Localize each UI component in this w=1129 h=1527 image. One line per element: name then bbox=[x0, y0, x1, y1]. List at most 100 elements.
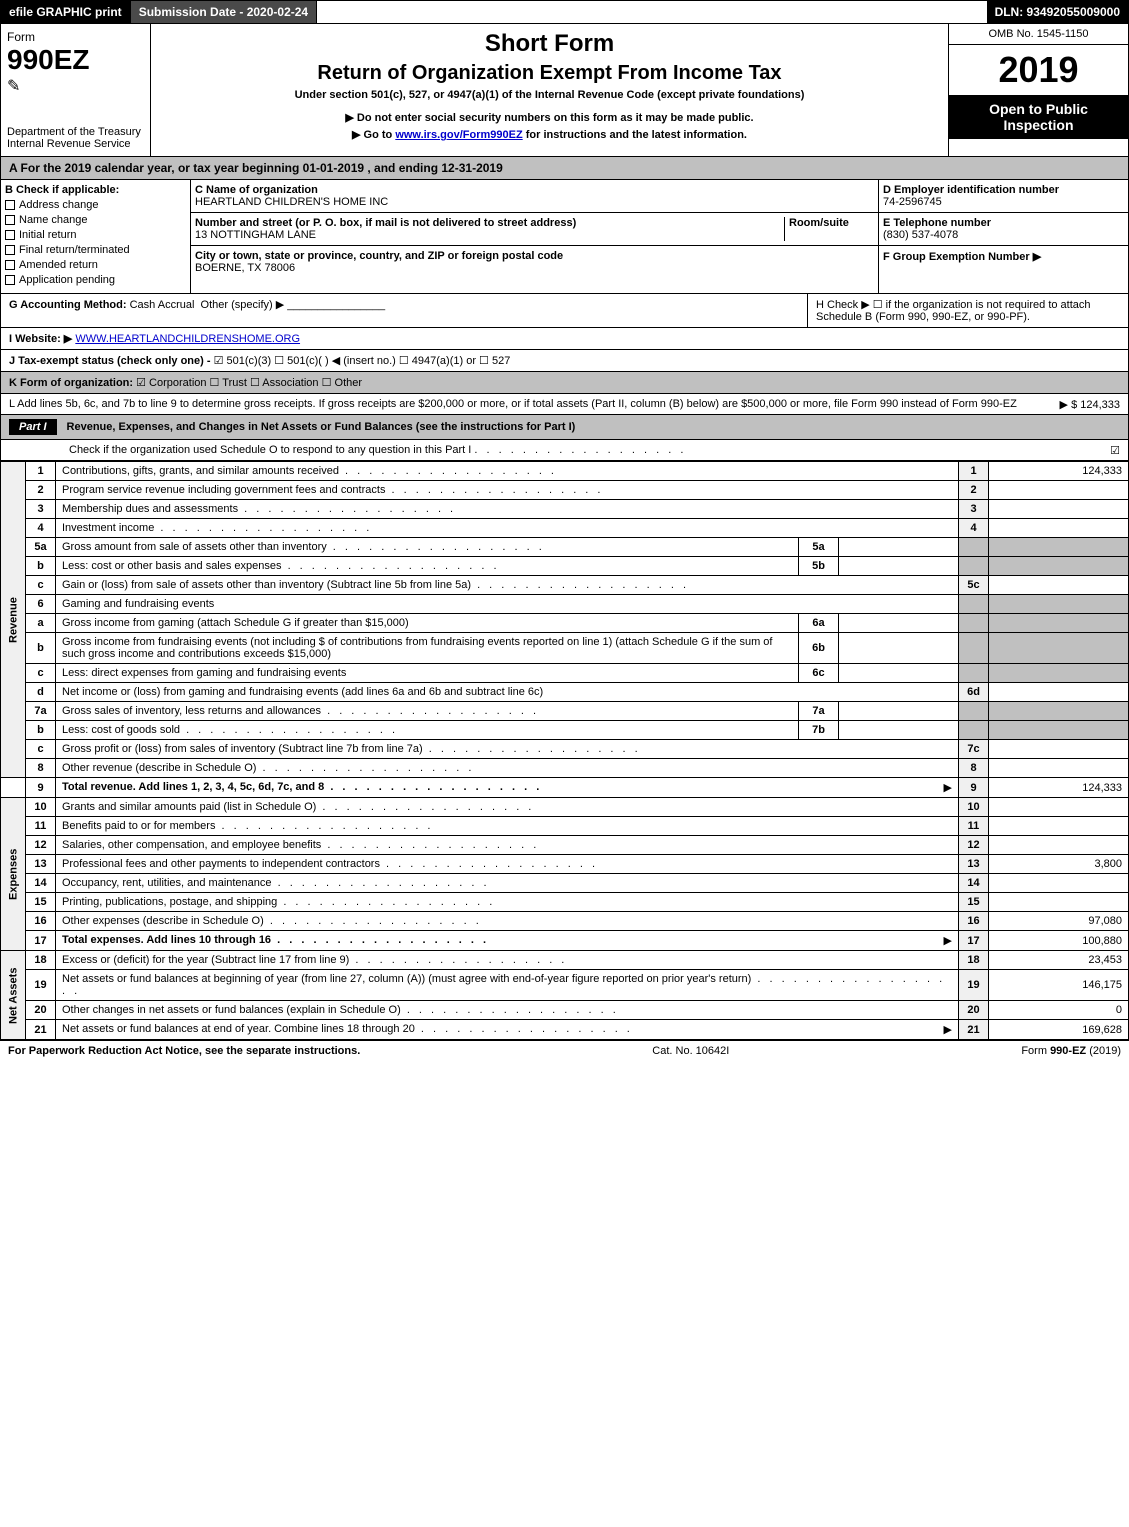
form-number: 990EZ bbox=[7, 44, 144, 76]
line-6b-mid: 6b bbox=[799, 633, 839, 664]
line-2-ref: 2 bbox=[959, 481, 989, 500]
note-goto: ▶ Go to www.irs.gov/Form990EZ for instru… bbox=[157, 128, 942, 141]
line-12-num: 12 bbox=[26, 836, 56, 855]
line-15-ref: 15 bbox=[959, 893, 989, 912]
line-4-amount bbox=[989, 519, 1129, 538]
line-5b-mid: 5b bbox=[799, 557, 839, 576]
line-5a-greyamt bbox=[989, 538, 1129, 557]
line-19-ref: 19 bbox=[959, 970, 989, 1001]
line-6c-text: Less: direct expenses from gaming and fu… bbox=[56, 664, 799, 683]
line-9-num: 9 bbox=[26, 778, 56, 798]
header-right: OMB No. 1545-1150 2019 Open to Public In… bbox=[948, 24, 1128, 156]
org-city: BOERNE, TX 78006 bbox=[195, 262, 295, 274]
line-9-amount: 124,333 bbox=[989, 778, 1129, 798]
page-footer: For Paperwork Reduction Act Notice, see … bbox=[0, 1040, 1129, 1061]
section-l: L Add lines 5b, 6c, and 7b to line 9 to … bbox=[0, 394, 1129, 415]
section-i: I Website: ▶ WWW.HEARTLANDCHILDRENSHOME.… bbox=[0, 328, 1129, 350]
chk-amended-return[interactable]: Amended return bbox=[5, 259, 186, 271]
line-6-greyref bbox=[959, 595, 989, 614]
section-k: K Form of organization: ☑ Corporation ☐ … bbox=[0, 372, 1129, 394]
line-20-text: Other changes in net assets or fund bala… bbox=[56, 1001, 959, 1020]
section-h: H Check ▶ ☐ if the organization is not r… bbox=[808, 294, 1128, 327]
chk-final-return[interactable]: Final return/terminated bbox=[5, 244, 186, 256]
part1-check-text: Check if the organization used Schedule … bbox=[9, 444, 471, 456]
line-5c-ref: 5c bbox=[959, 576, 989, 595]
line-6d-num: d bbox=[26, 683, 56, 702]
section-j: J Tax-exempt status (check only one) - ☑… bbox=[0, 350, 1129, 372]
line-19-num: 19 bbox=[26, 970, 56, 1001]
open-to-public: Open to Public Inspection bbox=[949, 95, 1128, 139]
efile-label[interactable]: efile GRAPHIC print bbox=[1, 1, 131, 23]
label-city: City or town, state or province, country… bbox=[195, 250, 563, 262]
line-6-num: 6 bbox=[26, 595, 56, 614]
tax-exempt-options: ☑ 501(c)(3) ☐ 501(c)( ) ◀ (insert no.) ☐… bbox=[214, 355, 511, 367]
website-link[interactable]: WWW.HEARTLANDCHILDRENSHOME.ORG bbox=[75, 333, 300, 345]
line-19-amount: 146,175 bbox=[989, 970, 1129, 1001]
line-7c-text: Gross profit or (loss) from sales of inv… bbox=[56, 740, 959, 759]
line-18-text: Excess or (deficit) for the year (Subtra… bbox=[56, 951, 959, 970]
part1-check-mark: ☑ bbox=[1110, 444, 1120, 457]
line-10-text: Grants and similar amounts paid (list in… bbox=[56, 798, 959, 817]
line-7b-midamt bbox=[839, 721, 959, 740]
line-20-amount: 0 bbox=[989, 1001, 1129, 1020]
line-7a-greyamt bbox=[989, 702, 1129, 721]
line-2-amount bbox=[989, 481, 1129, 500]
header-left: Form 990EZ ✎ Department of the Treasury … bbox=[1, 24, 151, 156]
line-16-text: Other expenses (describe in Schedule O) bbox=[56, 912, 959, 931]
chk-application-pending[interactable]: Application pending bbox=[5, 274, 186, 286]
label-group-exemption: F Group Exemption Number ▶ bbox=[883, 251, 1041, 263]
chk-address-change[interactable]: Address change bbox=[5, 199, 186, 211]
line-a-period: A For the 2019 calendar year, or tax yea… bbox=[0, 157, 1129, 180]
line-16-amount: 97,080 bbox=[989, 912, 1129, 931]
line-4-ref: 4 bbox=[959, 519, 989, 538]
line-11-num: 11 bbox=[26, 817, 56, 836]
footer-right: Form 990-EZ (2019) bbox=[1021, 1045, 1121, 1057]
chk-name-change[interactable]: Name change bbox=[5, 214, 186, 226]
label-form-of-org: K Form of organization: bbox=[9, 377, 133, 389]
line-6b-text: Gross income from fundraising events (no… bbox=[56, 633, 799, 664]
line-15-num: 15 bbox=[26, 893, 56, 912]
line-12-text: Salaries, other compensation, and employ… bbox=[56, 836, 959, 855]
chk-initial-return[interactable]: Initial return bbox=[5, 229, 186, 241]
footer-center: Cat. No. 10642I bbox=[652, 1045, 729, 1057]
line-14-num: 14 bbox=[26, 874, 56, 893]
line-1-amount: 124,333 bbox=[989, 462, 1129, 481]
line-7a-greyref bbox=[959, 702, 989, 721]
line-19-text: Net assets or fund balances at beginning… bbox=[56, 970, 959, 1001]
line-5b-midamt bbox=[839, 557, 959, 576]
phone-value: (830) 537-4078 bbox=[883, 229, 958, 241]
line-18-amount: 23,453 bbox=[989, 951, 1129, 970]
line-17-num: 17 bbox=[26, 931, 56, 951]
line-8-ref: 8 bbox=[959, 759, 989, 778]
line-13-text: Professional fees and other payments to … bbox=[56, 855, 959, 874]
line-6a-text: Gross income from gaming (attach Schedul… bbox=[56, 614, 799, 633]
line-20-num: 20 bbox=[26, 1001, 56, 1020]
line-7c-ref: 7c bbox=[959, 740, 989, 759]
line-7a-midamt bbox=[839, 702, 959, 721]
org-name: HEARTLAND CHILDREN'S HOME INC bbox=[195, 196, 388, 208]
line-6a-greyamt bbox=[989, 614, 1129, 633]
line-8-num: 8 bbox=[26, 759, 56, 778]
label-address: Number and street (or P. O. box, if mail… bbox=[195, 217, 576, 229]
line-5b-greyref bbox=[959, 557, 989, 576]
form-header: Form 990EZ ✎ Department of the Treasury … bbox=[0, 24, 1129, 157]
line-5a-text: Gross amount from sale of assets other t… bbox=[56, 538, 799, 557]
line-13-amount: 3,800 bbox=[989, 855, 1129, 874]
line-7c-amount bbox=[989, 740, 1129, 759]
irs-link[interactable]: www.irs.gov/Form990EZ bbox=[395, 129, 522, 141]
line-7b-num: b bbox=[26, 721, 56, 740]
line-5a-num: 5a bbox=[26, 538, 56, 557]
line-17-ref: 17 bbox=[959, 931, 989, 951]
line-10-amount bbox=[989, 798, 1129, 817]
line-17-text: Total expenses. Add lines 10 through 16 … bbox=[56, 931, 959, 951]
line-7c-num: c bbox=[26, 740, 56, 759]
footer-left: For Paperwork Reduction Act Notice, see … bbox=[8, 1045, 360, 1057]
irs-label: Internal Revenue Service bbox=[7, 138, 144, 150]
section-g: G Accounting Method: Cash Accrual Other … bbox=[1, 294, 808, 327]
line-7b-greyamt bbox=[989, 721, 1129, 740]
line-17-amount: 100,880 bbox=[989, 931, 1129, 951]
line-5c-amount bbox=[989, 576, 1129, 595]
line-5b-text: Less: cost or other basis and sales expe… bbox=[56, 557, 799, 576]
line-10-ref: 10 bbox=[959, 798, 989, 817]
side-revenue: Revenue bbox=[1, 462, 26, 778]
